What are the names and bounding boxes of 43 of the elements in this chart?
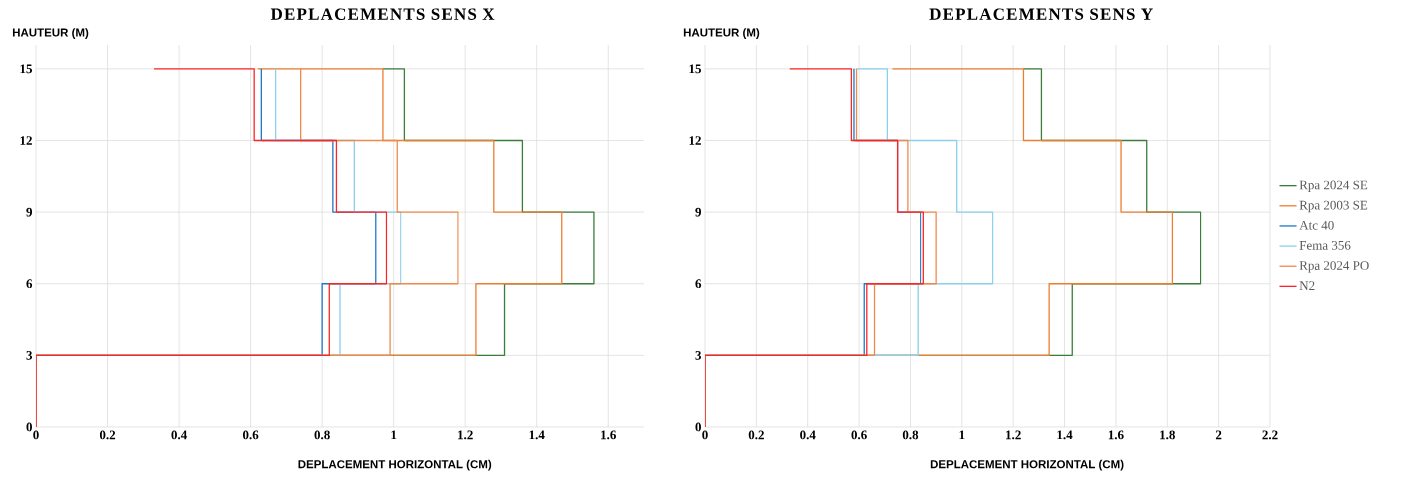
x-tick-label: 0.8	[314, 430, 330, 440]
y-tick-label: 3	[26, 350, 33, 360]
y-axis-title: HAUTEUR (M)	[683, 28, 760, 39]
legend-label: Rpa 2003 SE	[1299, 200, 1368, 213]
chart-title: DEPLACEMENTS SENS Y	[929, 8, 1153, 20]
x-tick-label: 0.8	[902, 430, 919, 440]
x-tick-label: 2.2	[1262, 430, 1278, 440]
x-tick-label: 1.2	[458, 430, 473, 440]
x-tick-label: 1.2	[1006, 430, 1021, 440]
y-tick-label: 6	[695, 279, 702, 289]
x-tick-label: 1.4	[529, 430, 545, 440]
y-tick-label: 0	[26, 422, 32, 432]
x-tick-label: 1.6	[1108, 430, 1124, 440]
y-axis-title: HAUTEUR (M)	[12, 28, 89, 39]
x-tick-label: 0.6	[242, 430, 259, 440]
x-axis-title: DEPLACEMENT HORIZONTAL (CM)	[930, 459, 1124, 471]
x-tick-label: 0.6	[851, 430, 867, 440]
x-tick-label: 1	[959, 430, 965, 440]
y-tick-label: 6	[26, 279, 33, 289]
legend-label: Atc 40	[1299, 220, 1334, 230]
x-tick-label: 2	[1215, 430, 1222, 440]
legend-label: Fema 356	[1299, 241, 1351, 250]
legend-label: Rpa 2024 PO	[1299, 261, 1369, 273]
x-tick-label: 0.2	[99, 430, 116, 440]
x-tick-label: 1.6	[601, 430, 616, 440]
y-tick-label: 0	[695, 422, 701, 432]
y-tick-label: 3	[695, 350, 702, 360]
legend-label: N2	[1299, 281, 1315, 290]
x-tick-label: 1	[391, 430, 397, 440]
y-tick-label: 15	[689, 64, 701, 74]
legend-label: Rpa 2024 SE	[1299, 180, 1368, 192]
y-tick-label: 12	[689, 136, 701, 145]
y-tick-label: 15	[20, 64, 33, 74]
x-tick-label: 0.2	[748, 430, 764, 440]
chart-title: DEPLACEMENTS SENS X	[270, 8, 495, 20]
x-tick-label: 1.4	[1057, 430, 1073, 440]
y-tick-label: 9	[26, 207, 33, 217]
x-tick-label: 0.4	[171, 430, 187, 440]
x-axis-title: DEPLACEMENT HORIZONTAL (CM)	[298, 459, 492, 471]
x-tick-label: 1.8	[1160, 430, 1175, 440]
x-tick-label: 0.4	[800, 430, 816, 440]
y-tick-label: 9	[695, 207, 702, 217]
y-tick-label: 12	[20, 136, 32, 145]
